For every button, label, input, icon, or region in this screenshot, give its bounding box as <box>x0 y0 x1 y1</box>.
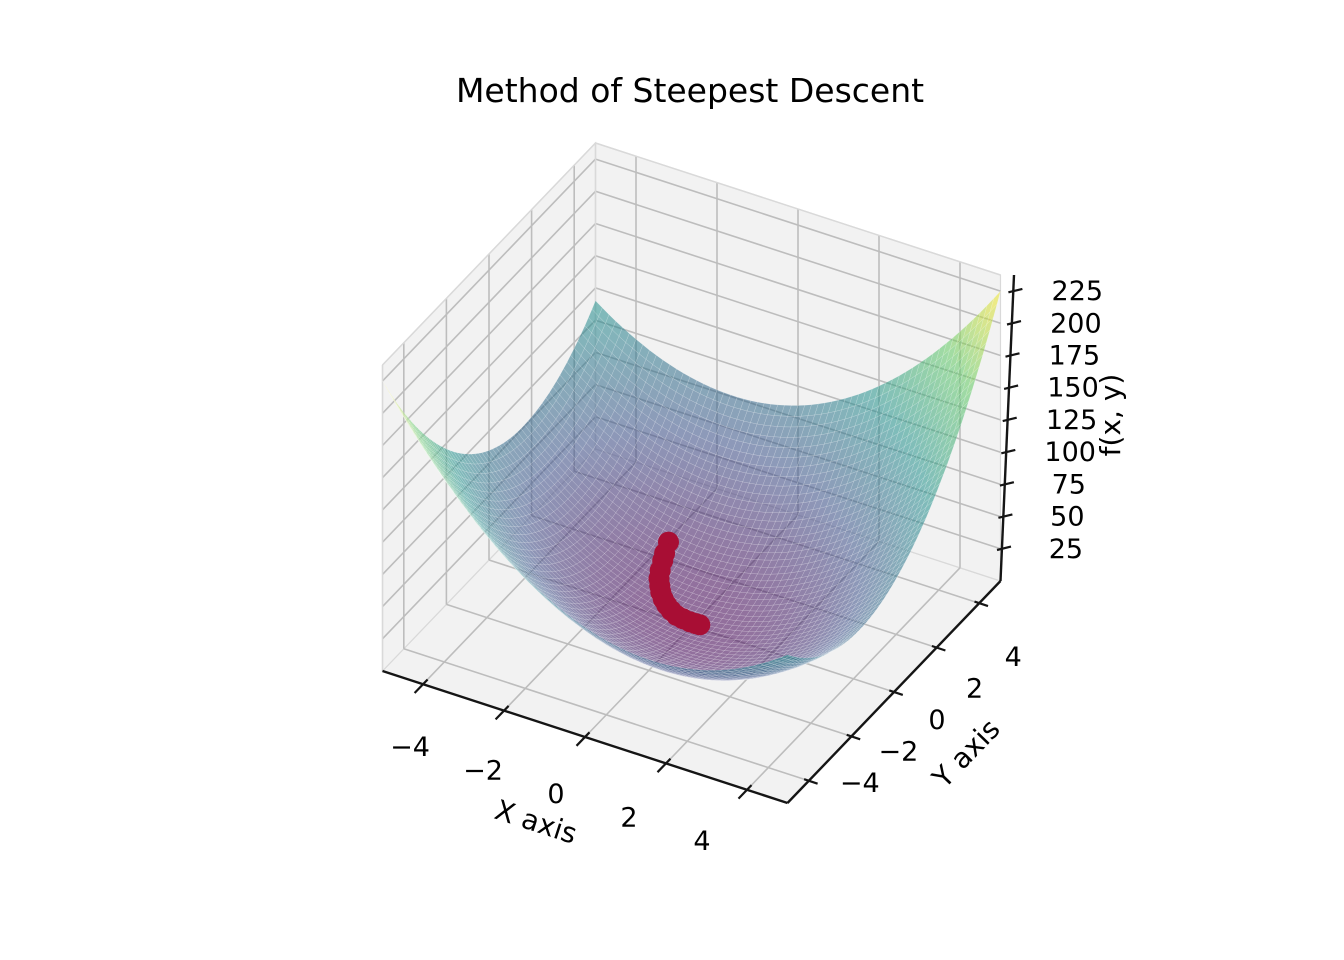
descent-path-markers <box>648 531 711 636</box>
z-tick-label: 100 <box>1044 437 1096 468</box>
x-tick-label: −2 <box>463 756 503 787</box>
z-tick-label: 150 <box>1047 373 1099 404</box>
x-tick-label: 0 <box>547 779 564 810</box>
y-tick-label: 2 <box>966 674 983 705</box>
z-tick-label: 225 <box>1052 276 1104 307</box>
x-axis-label: X axis <box>491 793 581 850</box>
axis-spines-and-ticks <box>382 274 1023 805</box>
z-axis-label: f(x, y) <box>1094 374 1127 457</box>
y-tick-label: 4 <box>1005 642 1022 673</box>
z-tick-label: 175 <box>1049 341 1101 372</box>
y-tick-label: 0 <box>928 705 945 736</box>
x-tick-label: 4 <box>693 826 710 857</box>
z-tick-label: 50 <box>1050 502 1084 533</box>
axis-text: −4−2024−4−2024255075100125150175200225X … <box>390 276 1127 857</box>
z-tick-label: 75 <box>1052 469 1086 500</box>
z-tick-label: 200 <box>1050 308 1102 339</box>
y-tick-label: −2 <box>878 736 918 767</box>
x-tick-label: −4 <box>390 732 430 763</box>
z-tick-label: 125 <box>1046 405 1098 436</box>
plot-title: Method of Steepest Descent <box>455 71 925 110</box>
y-tick-label: −4 <box>840 768 880 799</box>
x-tick-label: 2 <box>620 802 637 833</box>
z-tick-label: 25 <box>1049 534 1083 565</box>
descent-point <box>689 614 711 636</box>
